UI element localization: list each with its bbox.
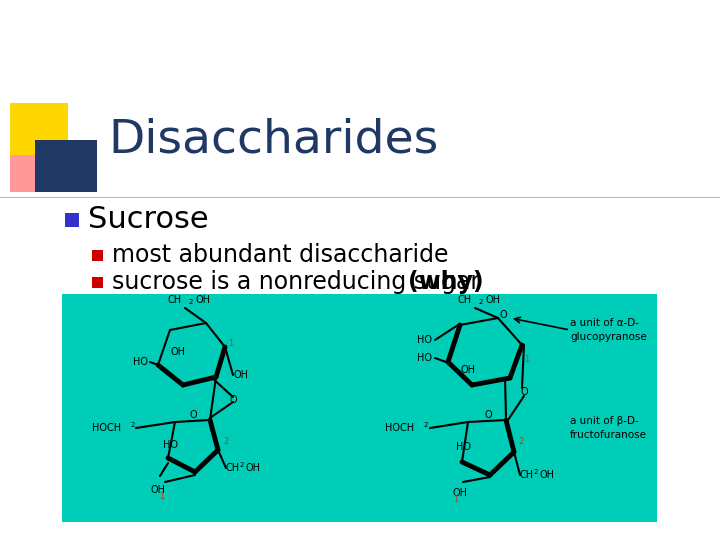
Text: CH: CH [458,295,472,305]
Text: a unit of β-D-
fructofuranose: a unit of β-D- fructofuranose [570,416,647,440]
Text: 2: 2 [131,422,135,428]
Text: 2: 2 [424,422,428,428]
FancyBboxPatch shape [10,103,68,155]
Text: 2: 2 [189,299,194,305]
Text: 1: 1 [524,355,529,364]
Text: 2: 2 [534,469,539,475]
Text: a unit of α-D-
glucopyranose: a unit of α-D- glucopyranose [570,319,647,342]
Text: OH: OH [150,485,166,495]
Text: O: O [520,387,528,397]
Text: Disaccharides: Disaccharides [108,118,438,163]
Text: O: O [229,395,237,405]
Text: 1: 1 [159,492,165,501]
FancyBboxPatch shape [92,277,103,288]
Text: OH: OH [452,488,467,498]
Text: CH: CH [520,470,534,480]
Text: OH: OH [195,295,210,305]
FancyBboxPatch shape [62,294,657,522]
Text: HO: HO [133,357,148,367]
Text: OH: OH [171,347,186,357]
Text: (why): (why) [408,270,484,294]
Text: 2: 2 [223,437,228,447]
Text: OH: OH [485,295,500,305]
FancyBboxPatch shape [35,140,97,192]
Text: O: O [484,410,492,420]
FancyBboxPatch shape [65,213,79,227]
Text: OH: OH [461,365,475,375]
Text: HO: HO [456,442,471,452]
Text: sucrose is a nonreducing sugar: sucrose is a nonreducing sugar [112,270,487,294]
Text: most abundant disaccharide: most abundant disaccharide [112,243,449,267]
Text: HO: HO [163,440,178,450]
FancyBboxPatch shape [10,152,48,192]
Text: CH: CH [226,463,240,473]
Text: HOCH: HOCH [385,423,414,433]
Text: HOCH: HOCH [92,423,121,433]
Text: OH: OH [233,370,248,380]
FancyBboxPatch shape [92,250,103,261]
Text: 2: 2 [240,462,244,468]
Text: OH: OH [246,463,261,473]
Text: CH: CH [168,295,182,305]
Text: HO: HO [417,335,432,345]
Text: 1: 1 [454,495,459,504]
Text: HO: HO [417,353,432,363]
Text: 2: 2 [479,299,483,305]
Text: O: O [500,310,508,320]
Text: OH: OH [540,470,555,480]
Text: O: O [189,410,197,420]
Text: 2: 2 [518,437,523,447]
Text: 1: 1 [228,339,233,348]
Text: Sucrose: Sucrose [88,206,209,234]
